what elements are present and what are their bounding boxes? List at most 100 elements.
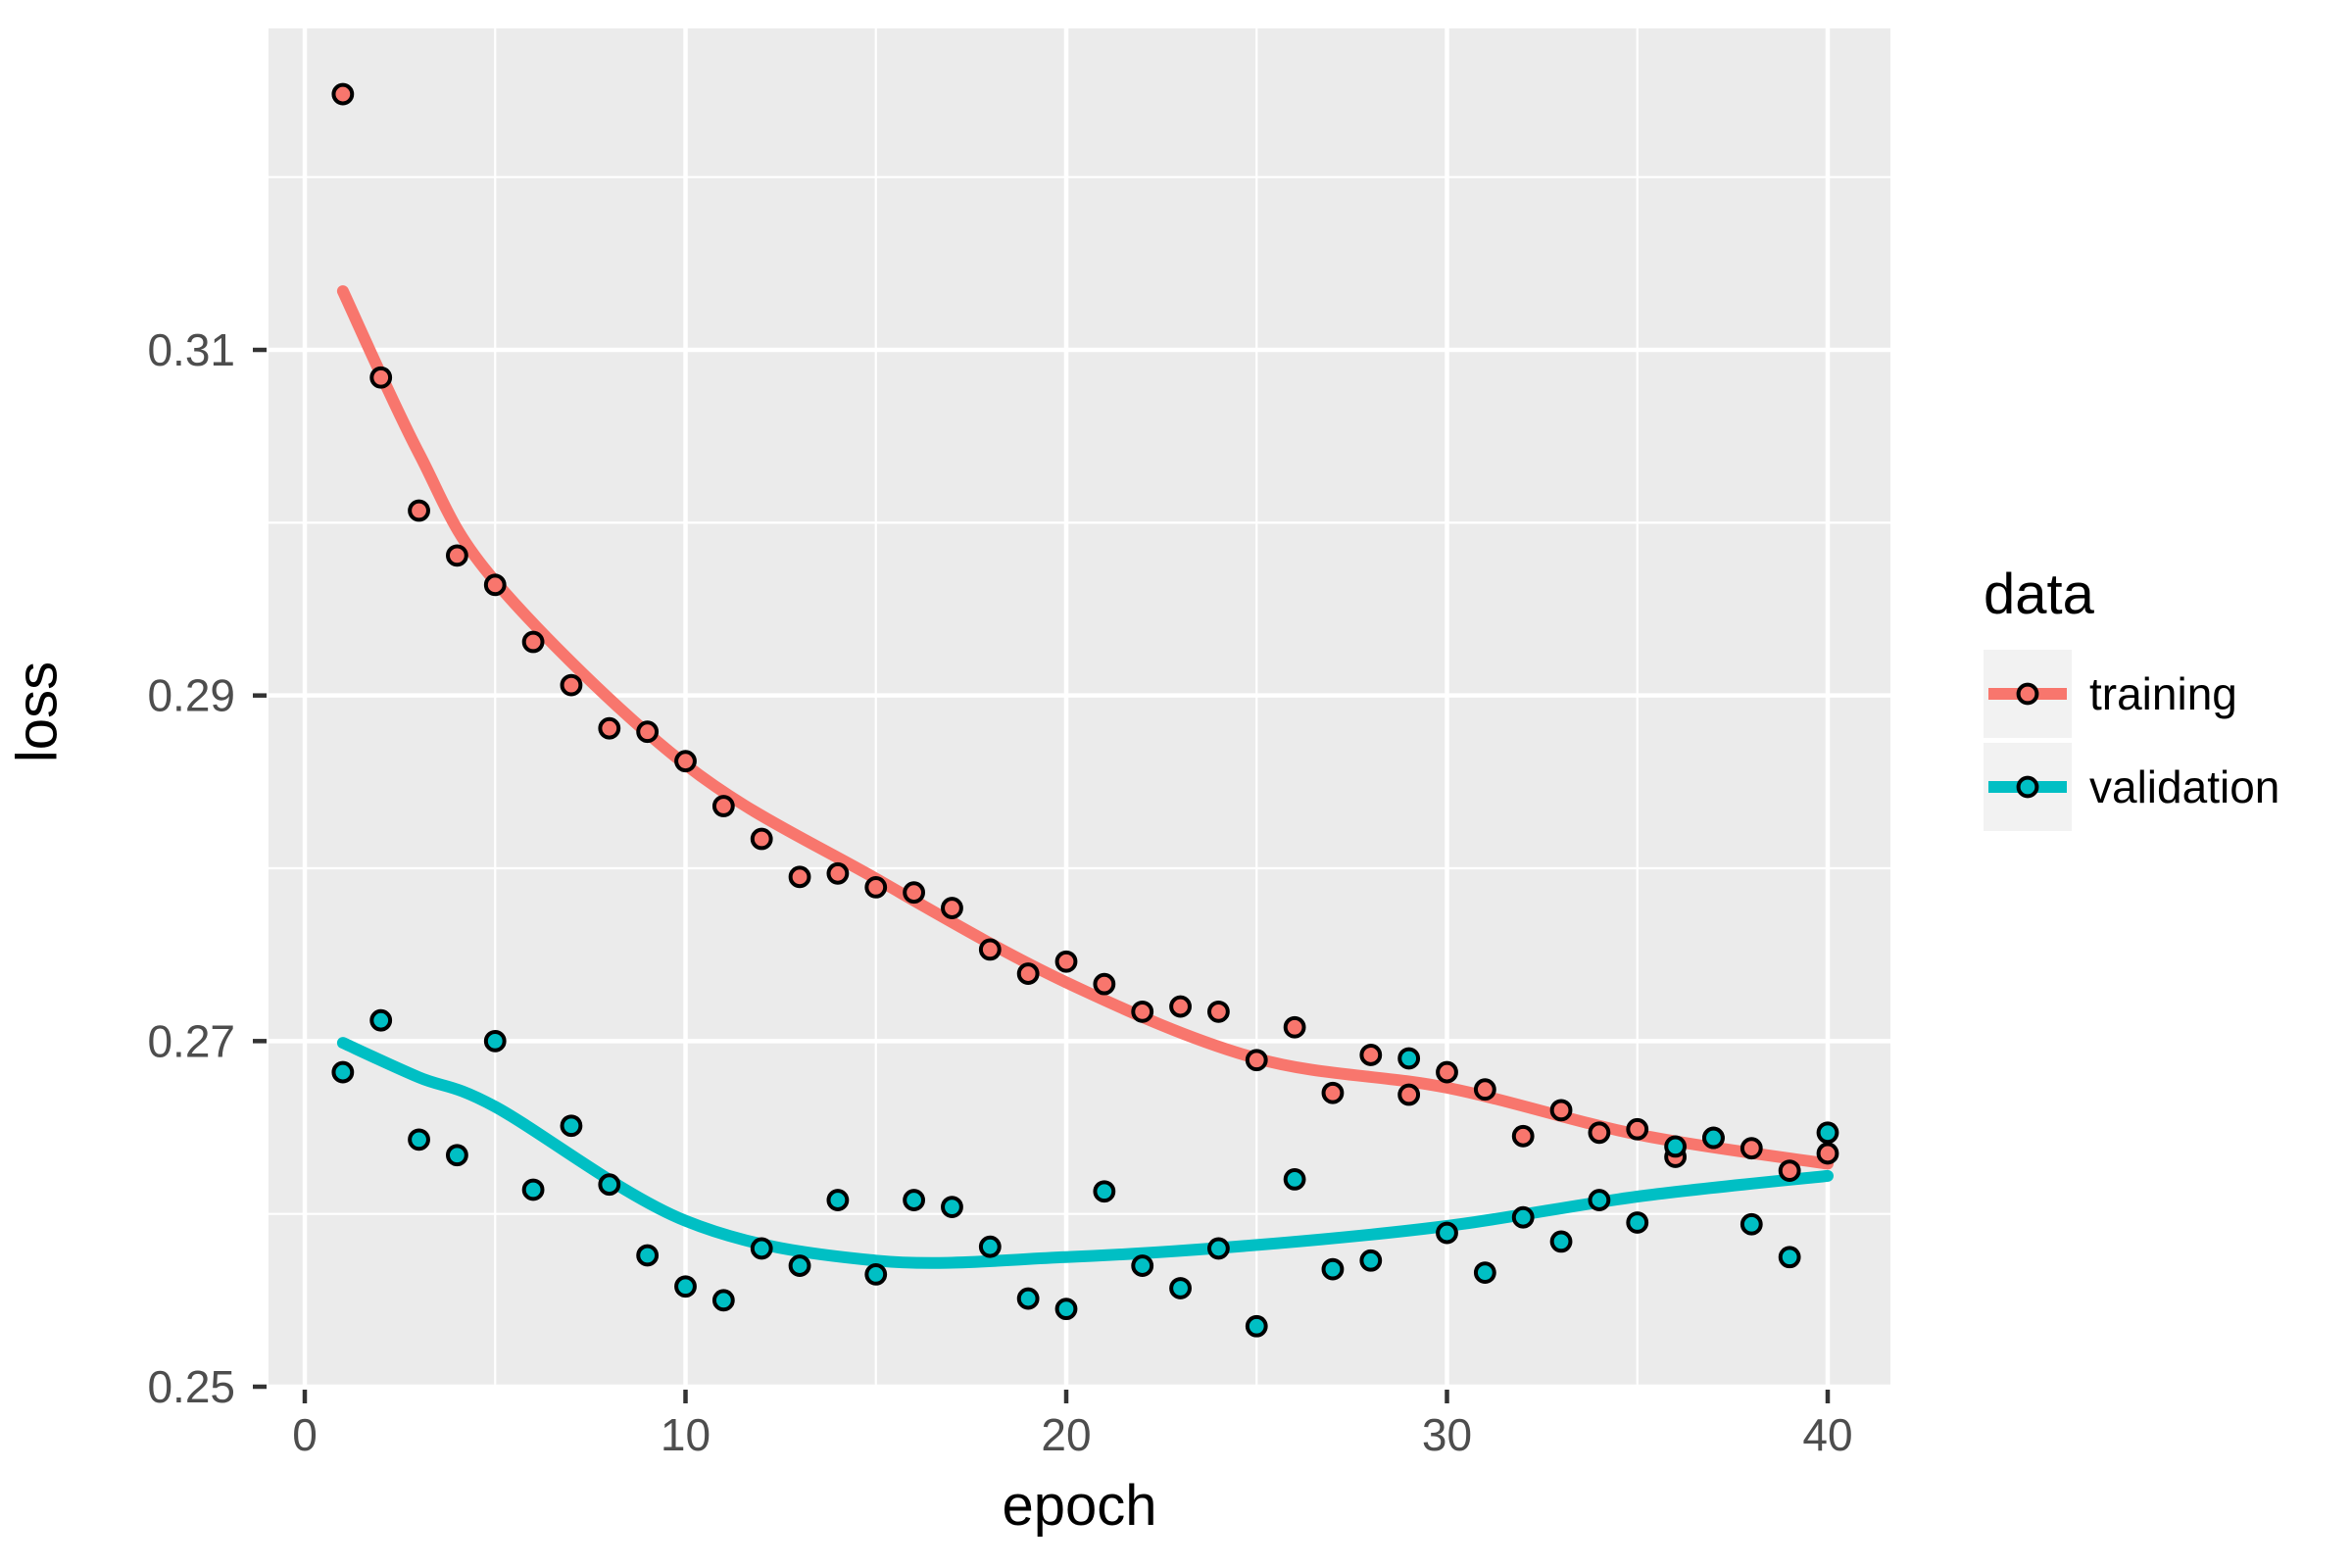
training-point bbox=[483, 573, 507, 597]
validation-point bbox=[1207, 1237, 1230, 1260]
validation-point bbox=[1664, 1135, 1687, 1158]
legend-entry-validation: validation bbox=[1984, 743, 2346, 831]
x-axis-title: epoch bbox=[1002, 1474, 1157, 1538]
legend-key-validation-icon bbox=[1984, 743, 2072, 831]
legend-key-point bbox=[2016, 682, 2039, 706]
validation-point bbox=[1397, 1047, 1421, 1070]
validation-point bbox=[941, 1196, 963, 1219]
validation-point bbox=[1740, 1212, 1763, 1236]
validation-point bbox=[446, 1144, 468, 1167]
validation-point bbox=[521, 1178, 545, 1201]
y-axis-title: loss bbox=[5, 661, 70, 763]
x-tick-label: 20 bbox=[1041, 1409, 1091, 1460]
validation-point bbox=[1169, 1277, 1192, 1299]
training-point bbox=[1511, 1124, 1535, 1148]
training-point bbox=[598, 716, 621, 740]
validation-point bbox=[978, 1235, 1002, 1258]
training-point bbox=[750, 827, 773, 851]
validation-point bbox=[788, 1254, 811, 1277]
training-point bbox=[711, 795, 735, 817]
validation-point bbox=[331, 1060, 355, 1084]
training-point bbox=[1778, 1159, 1801, 1182]
legend-key-training-icon bbox=[1984, 650, 2072, 738]
validation-point bbox=[560, 1114, 583, 1138]
training-point bbox=[1588, 1121, 1611, 1145]
validation-point bbox=[1245, 1314, 1268, 1338]
training-point bbox=[1436, 1060, 1458, 1084]
training-point bbox=[636, 720, 660, 744]
legend: data training validation bbox=[1984, 564, 2346, 836]
training-point bbox=[1016, 962, 1040, 985]
validation-point bbox=[1511, 1205, 1535, 1229]
validation-point bbox=[711, 1289, 735, 1312]
training-point bbox=[864, 876, 888, 899]
legend-title: data bbox=[1984, 563, 2094, 626]
training-point bbox=[1473, 1078, 1496, 1102]
validation-point bbox=[1016, 1287, 1040, 1310]
validation-point bbox=[1436, 1221, 1458, 1245]
validation-point bbox=[1283, 1168, 1306, 1191]
validation-point bbox=[1054, 1298, 1078, 1321]
training-point bbox=[446, 544, 468, 567]
training-point bbox=[978, 938, 1002, 961]
training-point bbox=[1549, 1099, 1573, 1122]
training-point bbox=[1093, 972, 1116, 996]
validation-point bbox=[864, 1262, 888, 1286]
training-point bbox=[788, 865, 811, 889]
y-tick-label: 0.25 bbox=[147, 1361, 235, 1412]
plot-panel bbox=[269, 28, 1890, 1387]
legend-key-point bbox=[2016, 775, 2039, 799]
validation-point bbox=[1626, 1211, 1649, 1234]
validation-point bbox=[1321, 1257, 1345, 1281]
x-tick-label: 10 bbox=[661, 1409, 710, 1460]
validation-point bbox=[369, 1008, 393, 1032]
y-tick-label: 0.31 bbox=[147, 324, 235, 375]
validation-point bbox=[1588, 1189, 1611, 1211]
validation-point bbox=[1816, 1121, 1839, 1145]
training-point bbox=[1359, 1044, 1383, 1066]
training-point bbox=[674, 750, 697, 773]
validation-point bbox=[826, 1189, 850, 1211]
training-point bbox=[903, 881, 925, 905]
legend-label-training: training bbox=[2089, 668, 2237, 719]
training-point bbox=[1207, 1000, 1230, 1023]
training-point bbox=[369, 366, 393, 389]
training-point bbox=[1816, 1142, 1839, 1165]
training-point bbox=[1245, 1049, 1268, 1072]
validation-point bbox=[1778, 1246, 1801, 1269]
validation-smooth-line bbox=[336, 1037, 1834, 1269]
training-point bbox=[1169, 995, 1192, 1018]
training-point bbox=[1397, 1083, 1421, 1106]
training-point bbox=[408, 499, 430, 522]
x-tick-label: 30 bbox=[1422, 1409, 1472, 1460]
legend-entry-training: training bbox=[1984, 650, 2346, 738]
legend-label-validation: validation bbox=[2089, 761, 2280, 812]
training-legend-glyph bbox=[1988, 682, 2067, 706]
validation-point bbox=[636, 1244, 660, 1267]
training-point bbox=[1283, 1015, 1306, 1039]
training-point bbox=[826, 861, 850, 885]
training-point bbox=[1740, 1137, 1763, 1160]
training-point bbox=[1054, 950, 1078, 973]
training-point bbox=[560, 673, 583, 697]
validation-point bbox=[674, 1275, 697, 1298]
validation-point bbox=[483, 1029, 507, 1053]
y-tick-label: 0.27 bbox=[147, 1015, 235, 1066]
x-tick-label: 0 bbox=[292, 1409, 318, 1460]
validation-point bbox=[750, 1237, 773, 1260]
training-point bbox=[521, 630, 545, 654]
validation-point bbox=[1359, 1249, 1383, 1272]
validation-point bbox=[1702, 1126, 1725, 1150]
validation-point bbox=[408, 1128, 430, 1152]
training-point bbox=[1626, 1117, 1649, 1141]
y-tick-label: 0.29 bbox=[147, 670, 235, 721]
training-point bbox=[1321, 1081, 1345, 1104]
validation-point bbox=[1093, 1180, 1116, 1203]
training-smooth-line bbox=[336, 285, 1834, 1170]
validation-legend-glyph bbox=[1988, 775, 2067, 799]
validation-point bbox=[1473, 1261, 1496, 1285]
training-point bbox=[1131, 1000, 1154, 1023]
x-tick-label: 40 bbox=[1802, 1409, 1852, 1460]
